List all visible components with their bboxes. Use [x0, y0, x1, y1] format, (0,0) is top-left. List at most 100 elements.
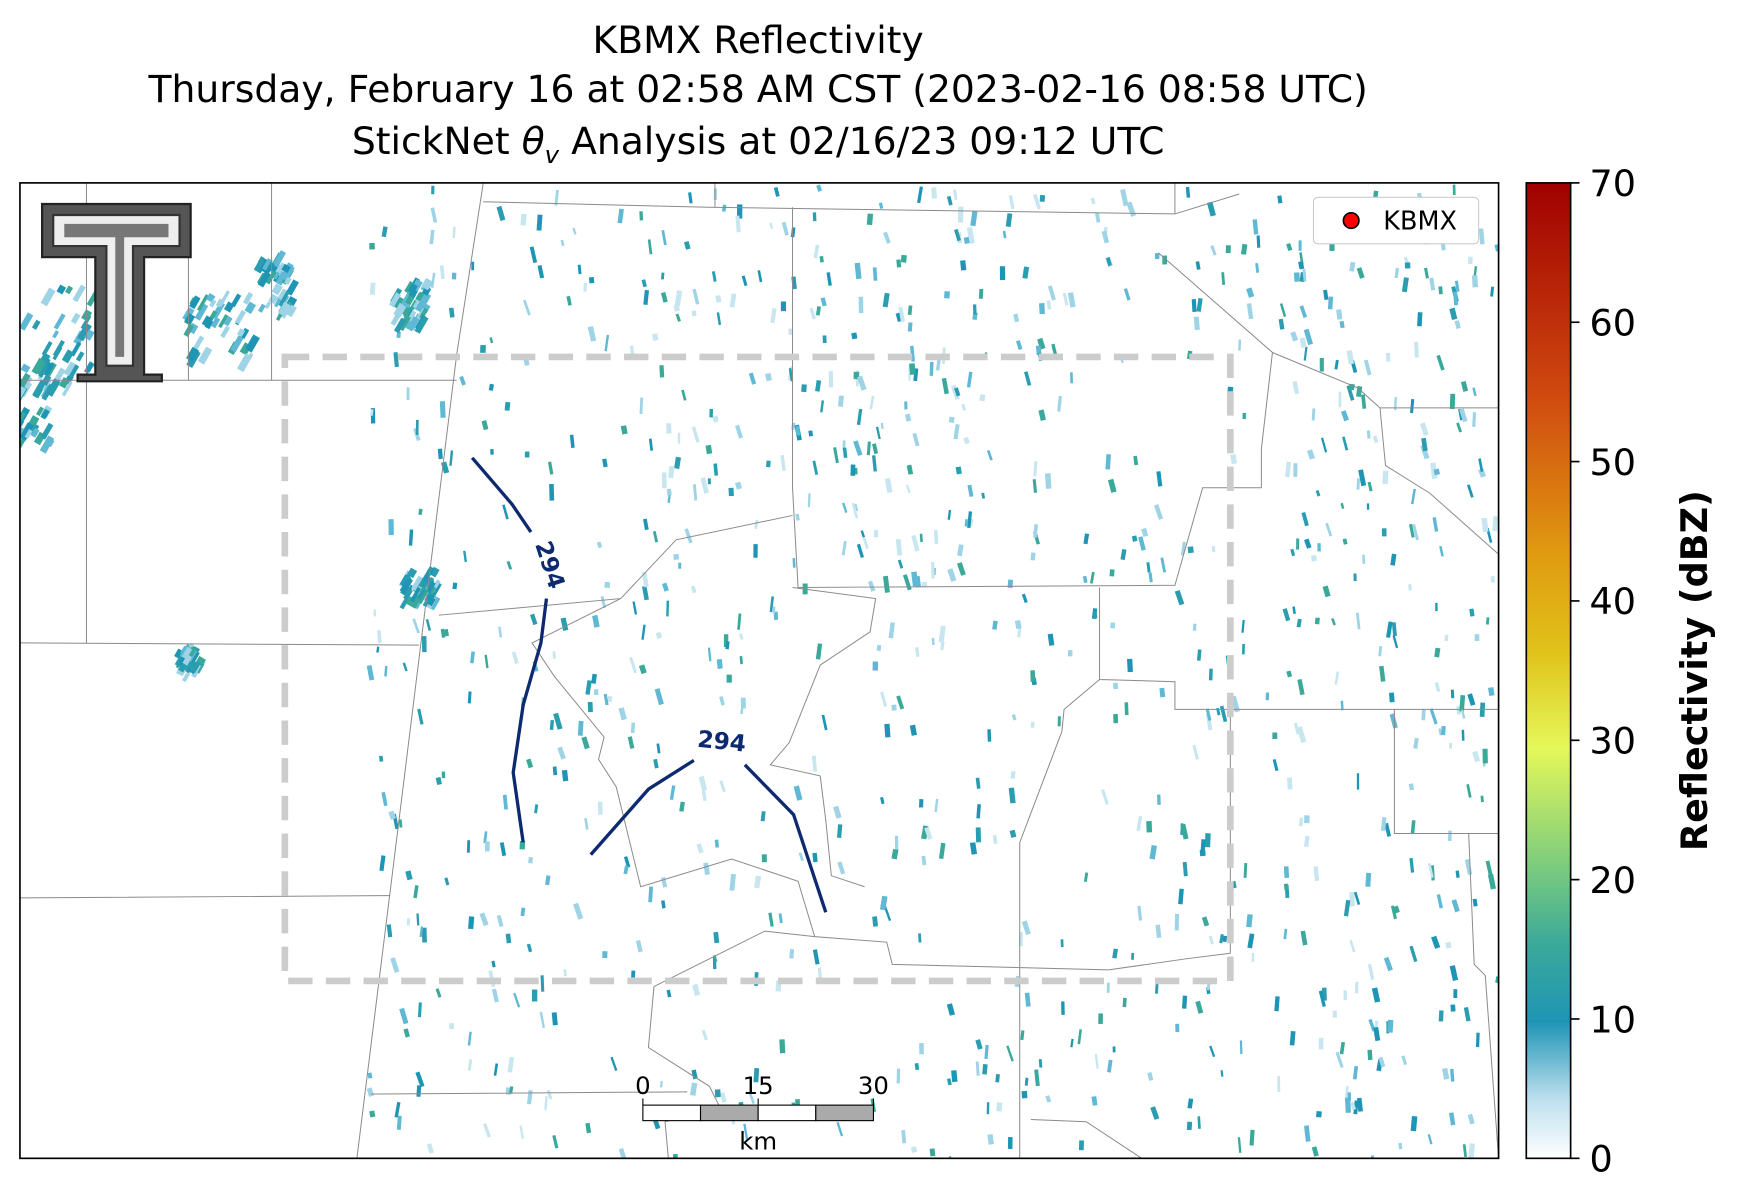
echo: [641, 279, 647, 288]
echo: [1438, 1010, 1444, 1022]
echo: [876, 644, 882, 652]
echo: [1274, 996, 1280, 1012]
echo: [659, 365, 665, 378]
echo: [1296, 538, 1300, 550]
echo: [1035, 345, 1042, 355]
echo: [1391, 622, 1397, 637]
echo: [871, 455, 877, 472]
echo: [1408, 584, 1412, 591]
echo: [858, 296, 864, 314]
echo: [935, 359, 941, 371]
echo: [416, 913, 420, 926]
echo: [975, 827, 981, 843]
echo: [588, 277, 595, 284]
echo: [272, 250, 287, 268]
echo: [798, 852, 804, 862]
echo: [1083, 533, 1090, 545]
echo: [753, 1067, 760, 1083]
echo: [1024, 371, 1032, 386]
echo: [411, 575, 423, 591]
echo: [661, 900, 666, 909]
echo: [466, 840, 471, 853]
colorbar-label: Reflectivity (dBZ): [1673, 490, 1716, 851]
echo: [268, 293, 279, 305]
echo: [581, 736, 590, 750]
echo: [31, 357, 45, 375]
echo: [1313, 866, 1320, 882]
echo: [1094, 1053, 1099, 1069]
echo: [760, 811, 766, 822]
echo: [1342, 436, 1349, 451]
echo: [618, 707, 627, 721]
echo: [390, 314, 400, 326]
echo: [1410, 488, 1416, 505]
echo: [661, 472, 667, 489]
echo: [421, 278, 433, 291]
echo: [820, 297, 827, 307]
echo: [536, 214, 543, 231]
echo: [978, 288, 984, 299]
echo: [1038, 1059, 1043, 1068]
echo: [1450, 689, 1455, 699]
echo: [656, 743, 661, 754]
echo: [430, 207, 438, 223]
echo: [654, 688, 664, 706]
echo: [743, 1123, 749, 1141]
echo: [1195, 261, 1201, 270]
echo: [919, 1042, 924, 1055]
echo: [712, 415, 719, 423]
echo: [1387, 1019, 1394, 1033]
echo: [906, 464, 914, 475]
echo: [765, 372, 772, 382]
echo: [801, 384, 807, 393]
echo: [440, 628, 446, 638]
echo: [1472, 750, 1481, 763]
echo: [725, 641, 730, 650]
echo: [1265, 692, 1270, 701]
echo: [678, 562, 682, 569]
echo: [264, 301, 272, 310]
echo: [728, 487, 734, 497]
echo: [966, 371, 973, 388]
echo: [379, 855, 386, 872]
title-line: KBMX Reflectivity: [593, 18, 924, 62]
echo: [987, 1134, 994, 1145]
echo: [807, 493, 811, 508]
echo: [39, 435, 55, 454]
echo: [1340, 410, 1349, 422]
echo: [534, 804, 539, 814]
echo: [519, 840, 526, 850]
echo: [1298, 261, 1305, 270]
echo: [196, 294, 209, 312]
echo: [85, 362, 95, 373]
echo: [1219, 933, 1224, 944]
echo: [1020, 1030, 1025, 1041]
echo: [1060, 939, 1064, 948]
echo: [431, 185, 435, 195]
echo: [24, 429, 33, 439]
echo: [929, 361, 934, 376]
echo: [659, 1080, 663, 1088]
echo: [856, 375, 867, 391]
echo: [1458, 408, 1463, 421]
echo: [366, 664, 375, 681]
echo: [1211, 545, 1216, 553]
echo: [1467, 256, 1473, 265]
echo: [1155, 924, 1162, 938]
echo: [809, 307, 816, 320]
echo: [1414, 341, 1419, 358]
echo: [209, 299, 217, 308]
echo: [1154, 504, 1164, 520]
echo: [1107, 478, 1117, 493]
echo: [1005, 213, 1013, 227]
echo: [1252, 219, 1259, 235]
echo: [552, 1134, 559, 1149]
echo: [1242, 412, 1247, 420]
echo: [1417, 312, 1423, 327]
echo: [833, 805, 842, 819]
echo: [1355, 981, 1359, 994]
echo: [1137, 905, 1143, 921]
echo: [1472, 412, 1477, 427]
echo: [1394, 396, 1397, 411]
echo: [1356, 773, 1360, 790]
